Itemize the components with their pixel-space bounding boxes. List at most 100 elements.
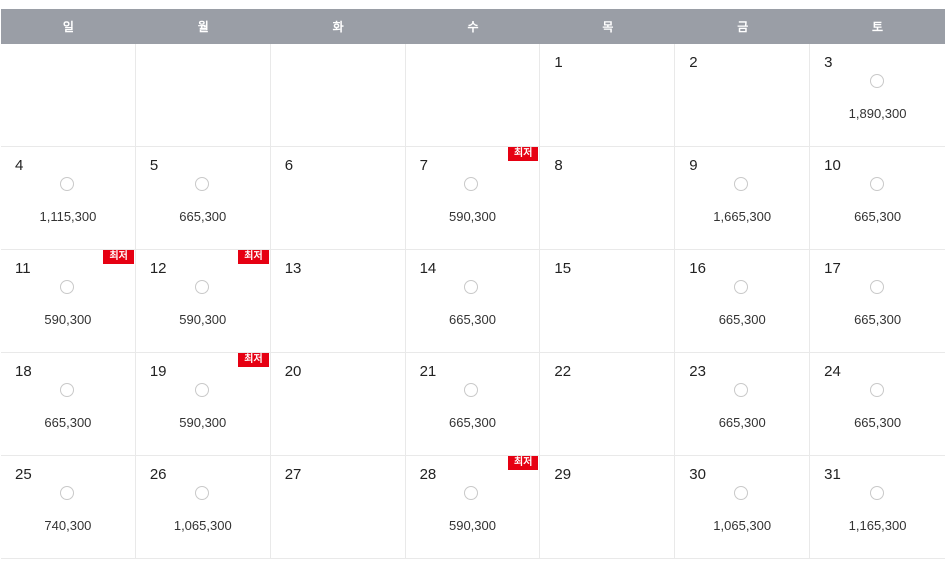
price-label: 665,300 xyxy=(44,415,92,430)
day-number: 8 xyxy=(554,157,563,174)
price-label: 665,300 xyxy=(854,209,902,224)
price-label: 590,300 xyxy=(448,518,496,533)
price-label: 665,300 xyxy=(179,209,227,224)
price-label: 590,300 xyxy=(448,209,496,224)
calendar-day-cell[interactable]: 9 1,665,300 xyxy=(675,147,811,250)
date-radio-button[interactable] xyxy=(464,177,479,191)
price-label: 665,300 xyxy=(718,415,766,430)
day-number: 19 xyxy=(149,363,167,380)
day-number: 2 xyxy=(689,54,698,71)
calendar-day-cell[interactable]: 18 665,300 xyxy=(1,353,136,456)
day-number: 4 xyxy=(15,157,24,174)
calendar-day-cell: 1 xyxy=(540,44,676,147)
calendar-empty-cell xyxy=(270,44,406,147)
calendar-day-cell[interactable]: 30 1,065,300 xyxy=(675,456,811,559)
calendar-day-cell: 15 xyxy=(540,250,676,353)
calendar-day-cell: 29 xyxy=(540,456,676,559)
date-radio-button[interactable] xyxy=(194,280,209,294)
calendar-day-cell[interactable]: 19 590,300 최저 xyxy=(135,353,271,456)
price-label: 590,300 xyxy=(179,415,227,430)
calendar-day-cell[interactable]: 14 665,300 xyxy=(405,250,541,353)
calendar-day-cell[interactable]: 11 590,300 최저 xyxy=(1,250,136,353)
day-number: 7 xyxy=(419,157,428,174)
weekday-sat: 토 xyxy=(872,20,884,34)
calendar-day-cell: 6 xyxy=(270,147,406,250)
date-radio-button[interactable] xyxy=(464,383,479,397)
calendar-day-cell[interactable]: 24 665,300 xyxy=(810,353,945,456)
lowest-price-badge: 최저 xyxy=(103,250,134,264)
day-number: 18 xyxy=(15,363,32,380)
date-radio-button[interactable] xyxy=(869,74,884,88)
day-number: 25 xyxy=(15,466,32,483)
day-number: 11 xyxy=(15,260,31,277)
calendar-empty-cell xyxy=(405,44,541,147)
price-label: 665,300 xyxy=(448,312,496,327)
date-radio-button[interactable] xyxy=(734,177,749,191)
day-number: 16 xyxy=(689,260,706,277)
lowest-price-badge: 최저 xyxy=(508,147,539,161)
date-radio-button[interactable] xyxy=(194,486,209,500)
date-radio-button[interactable] xyxy=(869,280,884,294)
calendar-day-cell[interactable]: 3 1,890,300 xyxy=(810,44,945,147)
price-label: 740,300 xyxy=(44,518,92,533)
calendar-day-cell[interactable]: 25 740,300 xyxy=(1,456,136,559)
calendar-day-cell[interactable]: 31 1,165,300 xyxy=(810,456,945,559)
day-number: 13 xyxy=(284,260,302,277)
date-radio-button[interactable] xyxy=(869,177,884,191)
day-number: 26 xyxy=(149,466,167,483)
weekday-mon: 월 xyxy=(197,20,209,34)
calendar-day-cell[interactable]: 4 1,115,300 xyxy=(1,147,136,250)
calendar-day-cell: 8 xyxy=(540,147,676,250)
date-radio-button[interactable] xyxy=(194,383,209,397)
date-radio-button[interactable] xyxy=(59,486,74,500)
price-label: 1,165,300 xyxy=(848,518,907,533)
price-label: 590,300 xyxy=(179,312,227,327)
price-label: 1,115,300 xyxy=(39,209,97,224)
date-radio-button[interactable] xyxy=(194,177,209,191)
price-label: 665,300 xyxy=(718,312,766,327)
day-number: 20 xyxy=(284,363,302,380)
day-number: 31 xyxy=(824,466,841,483)
price-label: 665,300 xyxy=(854,312,902,327)
calendar-grid: 1 2 3 1,890,300 4 1,115,300 5 665,300 6 7 590,300 최… xyxy=(1,44,945,559)
day-number: 21 xyxy=(419,363,437,380)
calendar-day-cell[interactable]: 17 665,300 xyxy=(810,250,945,353)
lowest-price-badge: 최저 xyxy=(238,353,269,367)
price-label: 1,065,300 xyxy=(173,518,232,533)
calendar-day-cell[interactable]: 5 665,300 xyxy=(135,147,271,250)
day-number: 17 xyxy=(824,260,841,277)
date-radio-button[interactable] xyxy=(869,486,884,500)
weekday-header: 일 월 화 수 목 금 토 xyxy=(1,9,945,44)
date-radio-button[interactable] xyxy=(59,383,74,397)
date-radio-button[interactable] xyxy=(464,280,479,294)
date-radio-button[interactable] xyxy=(734,280,749,294)
date-radio-button[interactable] xyxy=(59,280,74,294)
calendar-day-cell: 27 xyxy=(270,456,406,559)
date-radio-button[interactable] xyxy=(734,486,749,500)
weekday-tue: 화 xyxy=(332,20,344,34)
day-number: 22 xyxy=(554,363,572,380)
price-label: 665,300 xyxy=(448,415,496,430)
date-radio-button[interactable] xyxy=(464,486,479,500)
calendar-day-cell[interactable]: 16 665,300 xyxy=(675,250,811,353)
day-number: 9 xyxy=(689,157,698,174)
calendar-day-cell[interactable]: 12 590,300 최저 xyxy=(135,250,271,353)
price-label: 1,665,300 xyxy=(713,209,772,224)
calendar-day-cell[interactable]: 28 590,300 최저 xyxy=(405,456,541,559)
date-radio-button[interactable] xyxy=(869,383,884,397)
calendar-day-cell[interactable]: 21 665,300 xyxy=(405,353,541,456)
calendar-day-cell[interactable]: 7 590,300 최저 xyxy=(405,147,541,250)
calendar-day-cell: 20 xyxy=(270,353,406,456)
day-number: 23 xyxy=(689,363,706,380)
calendar-day-cell[interactable]: 26 1,065,300 xyxy=(135,456,271,559)
day-number: 3 xyxy=(824,54,833,71)
day-number: 14 xyxy=(419,260,437,277)
weekday-sun: 일 xyxy=(62,20,74,34)
date-radio-button[interactable] xyxy=(734,383,749,397)
calendar-empty-cell xyxy=(1,44,136,147)
calendar-day-cell[interactable]: 10 665,300 xyxy=(810,147,945,250)
price-label: 1,065,300 xyxy=(713,518,772,533)
date-radio-button[interactable] xyxy=(59,177,74,191)
calendar-day-cell: 22 xyxy=(540,353,676,456)
calendar-day-cell[interactable]: 23 665,300 xyxy=(675,353,811,456)
